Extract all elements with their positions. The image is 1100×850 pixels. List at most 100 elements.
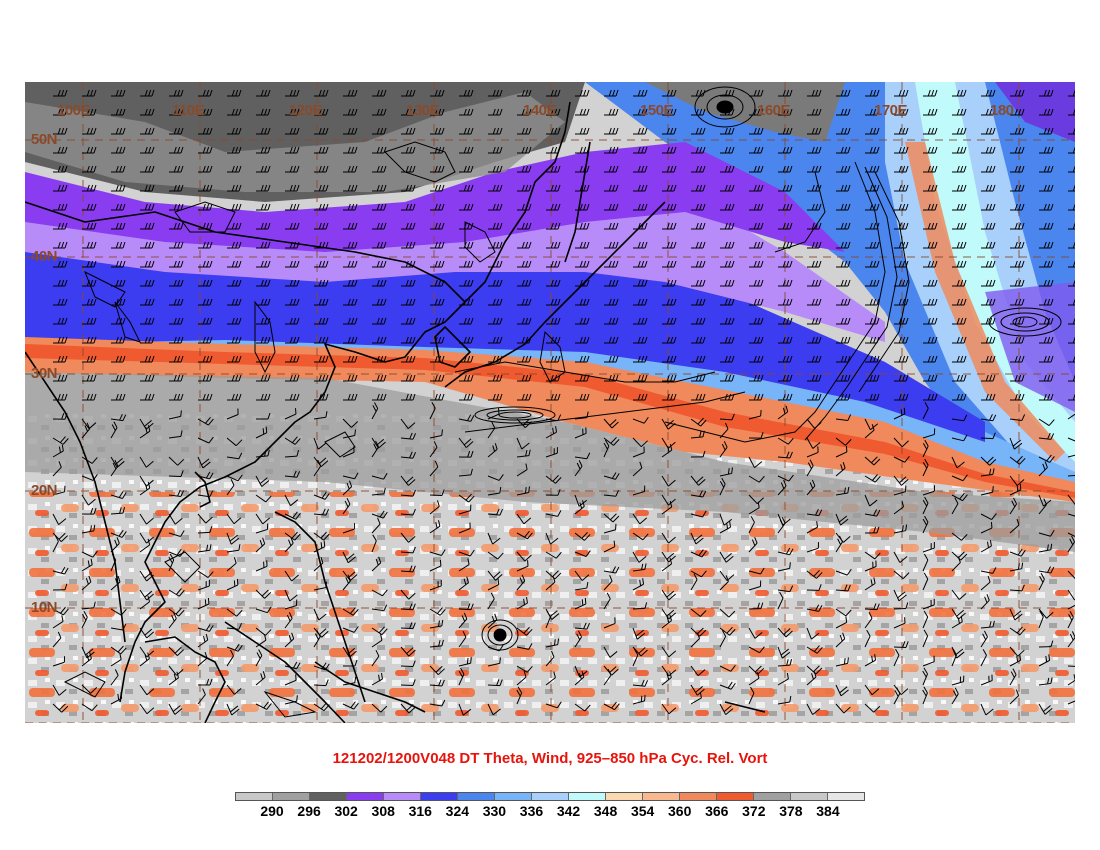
wind-barb <box>749 184 764 192</box>
wind-barb <box>662 279 677 287</box>
wind-barb <box>807 89 822 97</box>
wind-barb <box>371 703 388 713</box>
wind-barb <box>342 607 359 616</box>
wind-barb <box>401 355 416 363</box>
wind-barb <box>256 146 271 154</box>
far-east-purple-2 <box>985 282 1075 412</box>
wind-barb <box>952 393 967 401</box>
wind-barb <box>1067 665 1075 667</box>
wind-barb <box>604 184 619 192</box>
wind-barb <box>604 260 619 268</box>
wind-barb <box>662 317 677 325</box>
wind-barb <box>748 536 758 553</box>
wind-barb <box>865 146 880 154</box>
wind-barb <box>1039 241 1054 249</box>
wind-barb <box>1038 432 1055 440</box>
wind-barb <box>256 393 271 401</box>
wind-barb <box>82 184 97 192</box>
wind-barb <box>168 470 184 477</box>
wind-barb <box>53 241 68 249</box>
wind-barb <box>313 608 327 621</box>
wind-barb <box>430 279 445 287</box>
wind-barb <box>632 563 647 572</box>
wind-barb <box>459 165 474 173</box>
wind-barb <box>139 513 154 525</box>
wind-barb <box>168 703 183 715</box>
wind-barb <box>400 679 416 686</box>
wind-barb <box>923 146 938 154</box>
wind-barb <box>865 241 880 249</box>
wind-barb <box>227 393 242 401</box>
wind-barb <box>400 703 416 714</box>
wind-barb <box>777 646 791 659</box>
wind-barb <box>458 504 472 515</box>
wind-barb <box>517 355 532 363</box>
wind-barb <box>720 184 735 192</box>
wind-barb <box>285 260 300 268</box>
wind-barb <box>1039 355 1054 363</box>
wind-barb <box>893 551 908 563</box>
wind-barb <box>81 494 96 506</box>
wind-barb <box>981 184 996 192</box>
wind-barb <box>748 672 760 686</box>
wind-barb <box>661 614 672 629</box>
wind-barb <box>691 355 706 363</box>
wind-barb <box>227 146 242 154</box>
wind-barb <box>952 241 967 249</box>
wind-barb <box>313 540 326 553</box>
wind-barb <box>574 581 589 591</box>
wind-barb <box>806 584 822 591</box>
wind-barb <box>487 592 495 610</box>
wind-barb <box>343 222 358 230</box>
wind-barb <box>226 408 239 420</box>
wind-barb <box>285 222 300 230</box>
wind-barb <box>662 260 677 268</box>
wind-barb <box>429 619 444 629</box>
wind-barb <box>951 434 968 442</box>
wind-barb <box>487 657 501 667</box>
wind-barb <box>285 203 300 211</box>
wind-barb <box>632 646 648 657</box>
wind-barb <box>401 127 416 135</box>
colorbar-tick-label: 366 <box>705 803 729 819</box>
wind-barb <box>343 336 358 344</box>
wind-barb <box>806 569 823 579</box>
wind-barb <box>894 393 909 401</box>
wind-barb <box>53 355 68 363</box>
wind-barb <box>1009 562 1024 572</box>
wind-barb <box>922 629 929 648</box>
wind-barb <box>1067 413 1075 420</box>
wind-barb <box>488 317 503 325</box>
colorbar-swatch <box>791 793 828 800</box>
wind-barb <box>893 687 901 705</box>
wind-barb <box>400 475 416 486</box>
wind-barb <box>82 222 97 230</box>
wind-barb <box>1038 703 1053 715</box>
wind-barb <box>111 298 126 306</box>
lat-label-40n: 40N <box>31 248 58 265</box>
wind-barb <box>488 336 503 344</box>
wind-barb <box>342 480 353 496</box>
wind-barb <box>1010 108 1025 116</box>
wind-barb <box>488 146 503 154</box>
wind-barb <box>690 490 707 498</box>
wind-barb <box>951 532 968 541</box>
wind-barb <box>923 241 938 249</box>
wind-barb <box>1038 461 1048 477</box>
wind-barb <box>487 570 503 581</box>
wind-barb <box>429 607 446 616</box>
lat-label-30n: 30N <box>31 365 58 382</box>
wind-barb <box>372 222 387 230</box>
wind-barb <box>633 203 648 211</box>
wind-barb <box>255 671 266 686</box>
wind-barb <box>343 279 358 287</box>
wind-barb <box>110 575 121 591</box>
wind-barb <box>285 165 300 173</box>
wind-barb <box>487 578 500 591</box>
wind-barb <box>633 298 648 306</box>
wind-barb <box>604 393 619 401</box>
wind-barb <box>342 472 359 480</box>
wind-barb <box>81 684 98 694</box>
wind-barb <box>488 260 503 268</box>
wind-barb <box>487 408 500 420</box>
